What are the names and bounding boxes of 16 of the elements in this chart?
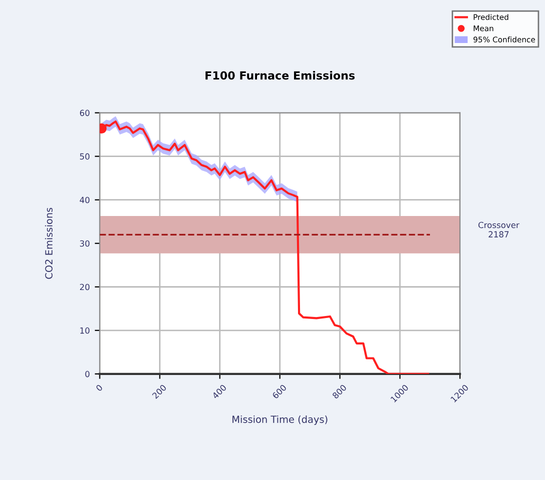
x-tick-label: 0 [96,384,103,392]
x-tick-label: 600 [272,384,287,400]
y-tick-label: 60 [80,110,90,116]
y-tick-label: 0 [85,370,90,378]
chart-title: F100 Furnace Emissions [206,71,355,80]
y-tick-label: 40 [80,196,90,204]
x-tick-label: 800 [332,384,347,400]
x-axis-title: Mission Time (days) [232,415,328,425]
y-tick-label: 30 [80,240,90,247]
text: Crossover 2187 [478,222,520,238]
x-tick-label: 200 [152,384,167,400]
y-axis-title: CO2 Emissions [45,208,53,279]
y-tick-label: 10 [80,327,90,334]
y-tick-label: 20 [80,284,90,290]
y-tick-label: 50 [80,153,90,160]
x-tick-label: 400 [212,384,227,400]
